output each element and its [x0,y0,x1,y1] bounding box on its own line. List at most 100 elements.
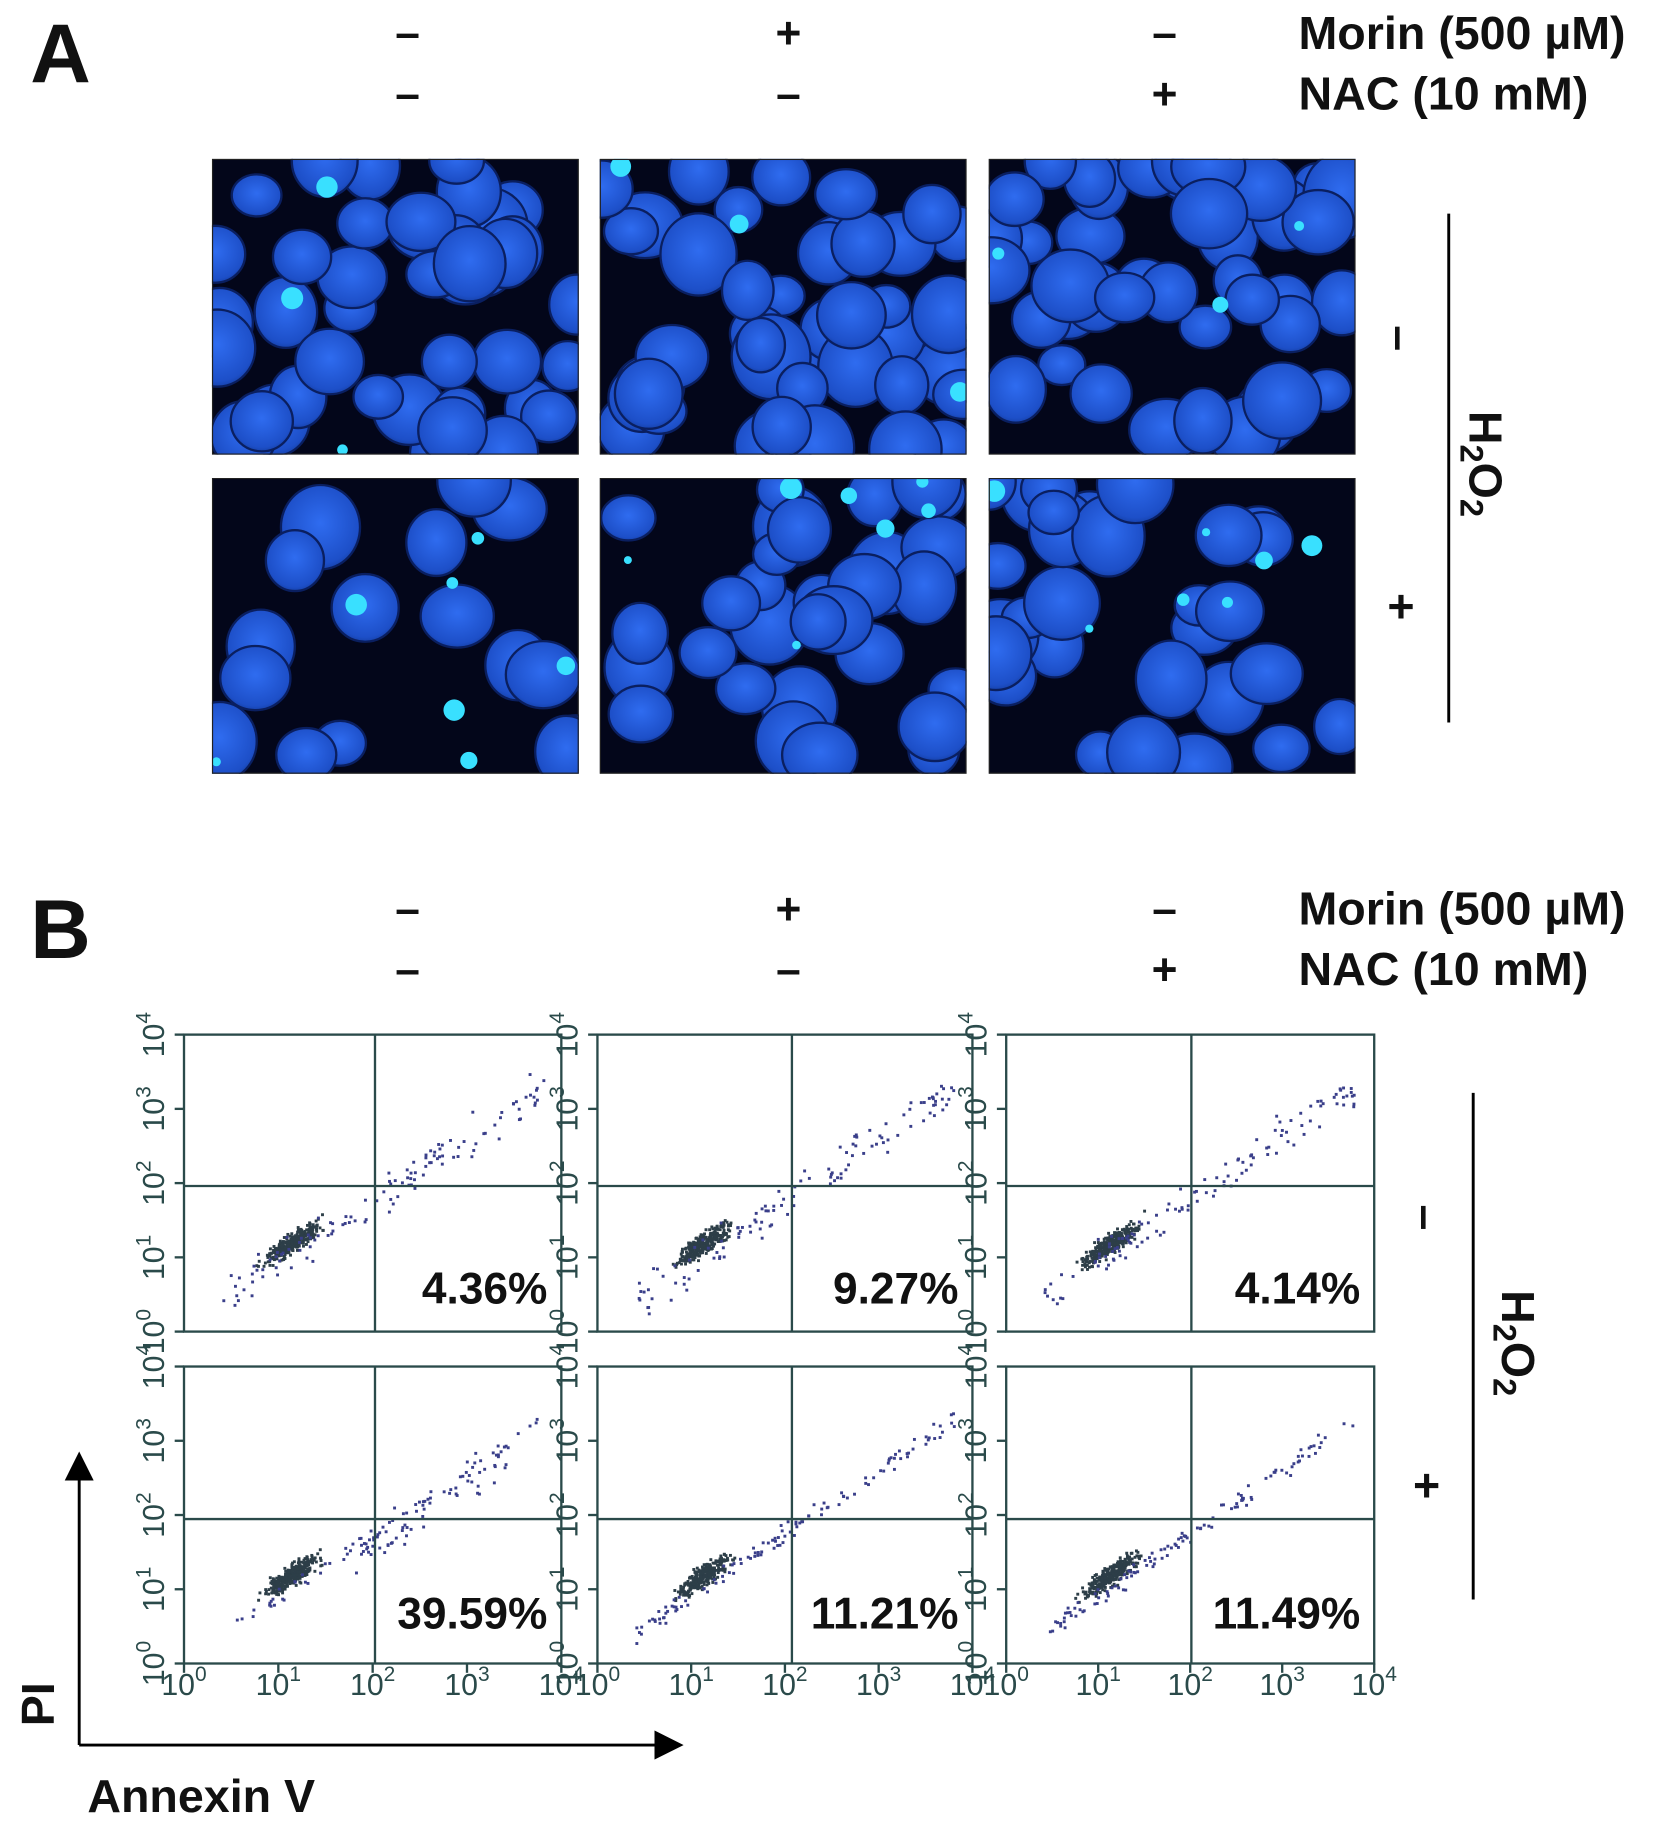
event-dot [264,1590,268,1593]
nucleus [751,158,812,207]
event-dot [1162,1230,1166,1234]
y-tick-label: 103 [545,1418,584,1463]
event-dot [1099,1244,1103,1248]
event-dot [293,1580,297,1584]
event-dot [1267,1145,1271,1149]
event-dot [1140,1240,1144,1244]
tick-exponent: 1 [132,1567,155,1579]
nucleus [599,494,657,542]
event-dot [674,1597,678,1600]
event-dot [879,1469,883,1473]
event-dot [268,1247,272,1251]
event-dot [906,1455,909,1459]
event-dot [349,1215,353,1219]
event-dot [714,1559,718,1563]
event-dot [349,1549,352,1553]
event-dot [760,1207,764,1211]
event-dot [711,1227,715,1231]
y-tick-label: 104 [545,1012,584,1058]
event-dot [1102,1243,1106,1246]
event-dot [312,1557,316,1561]
event-dot [305,1573,309,1577]
event-dot [454,1492,458,1496]
event-dot [678,1592,682,1596]
event-dot [293,1242,297,1246]
event-dot [1120,1233,1124,1237]
event-dot [1134,1549,1138,1553]
event-dot [679,1584,683,1588]
event-dot [1113,1247,1117,1251]
event-dot [291,1249,295,1253]
event-dot [685,1254,689,1258]
event-dot [371,1544,375,1548]
event-dot [1105,1250,1109,1254]
tick-exponent: 2 [384,1663,396,1686]
event-dot [732,1562,736,1566]
event-dot [1108,1577,1112,1581]
event-dot [653,1620,657,1623]
event-dot [1237,1157,1240,1161]
event-dot [275,1592,279,1596]
event-dot [283,1249,287,1253]
event-dot [533,1101,537,1105]
event-dot [1150,1551,1154,1555]
x-tick-label: 100 [161,1663,206,1702]
event-dot [1121,1559,1125,1563]
event-dot [922,1119,926,1123]
event-dot [1230,1507,1233,1511]
event-dot [1096,1264,1100,1268]
event-dot [845,1496,849,1500]
event-dot [718,1255,722,1259]
event-dot [1186,1204,1190,1208]
event-dot [311,1561,315,1565]
event-dot [499,1116,502,1120]
event-dot [698,1241,702,1245]
event-dot [727,1224,730,1228]
event-dot [417,1500,421,1504]
event-dot [1095,1579,1099,1583]
event-dot [778,1543,782,1547]
event-dot [421,1514,425,1518]
event-dot [697,1580,701,1584]
micrograph [211,158,579,455]
event-dot [309,1225,313,1229]
event-dot [1081,1256,1085,1260]
event-dot [1098,1245,1102,1249]
nucleus [1093,271,1156,324]
nucleus [910,274,967,355]
event-dot [760,1550,764,1554]
quadrant-percentage: 39.59% [397,1590,547,1639]
event-dot [1092,1257,1096,1261]
event-dot [758,1227,762,1231]
bright-spot [316,176,338,198]
event-dot [862,1151,866,1155]
event-dot [1124,1256,1128,1260]
event-dot [1087,1582,1091,1586]
event-dot [949,1413,953,1417]
event-dot [1116,1243,1120,1247]
event-dot [435,1157,439,1161]
event-dot [267,1588,271,1592]
bright-spot [921,503,936,519]
event-dot [483,1467,487,1471]
nucleus [720,259,775,322]
event-dot [296,1241,300,1245]
event-dot [1081,1260,1085,1263]
event-dot [1163,1547,1167,1551]
event-dot [722,1221,725,1225]
nucleus [1027,489,1081,536]
event-dot [1249,1495,1253,1499]
event-dot [1309,1104,1313,1108]
event-dot [342,1558,346,1561]
event-dot [529,1093,532,1097]
event-dot [1108,1565,1112,1569]
event-dot [759,1553,763,1557]
event-dot [684,1250,688,1254]
event-dot [1096,1583,1100,1587]
y-tick-label: 104 [132,1012,171,1058]
event-dot [1060,1273,1063,1277]
event-dot [305,1561,309,1565]
tick-exponent: 2 [545,1160,568,1172]
event-dot [1335,1102,1339,1106]
event-dot [281,1258,285,1262]
